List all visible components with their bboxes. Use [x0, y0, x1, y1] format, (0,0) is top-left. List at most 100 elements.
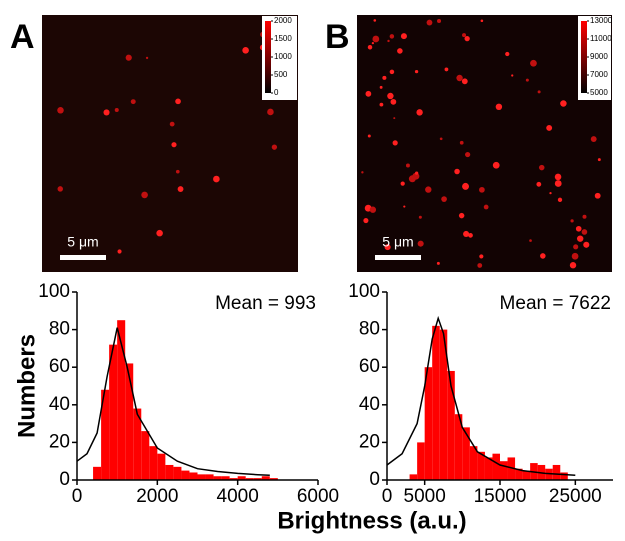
spot: [530, 59, 537, 67]
spot: [462, 182, 470, 190]
x-tick-label: 5000: [404, 486, 446, 507]
y-tick-label: 100: [348, 281, 380, 302]
spot: [379, 102, 384, 107]
spot: [367, 134, 371, 138]
y-tick-label: 0: [59, 469, 70, 490]
histogram-bar: [253, 478, 262, 480]
spot: [416, 109, 423, 116]
y-tick-label: 20: [359, 431, 380, 452]
spot: [367, 45, 373, 50]
spot: [529, 239, 532, 242]
histogram-bar: [237, 476, 246, 480]
panel-label: B: [325, 18, 350, 56]
spot: [462, 33, 467, 38]
histogram-bar: [173, 466, 182, 480]
histogram-bar: [125, 363, 134, 480]
colorbar-tick-label: 2000: [274, 16, 292, 25]
histogram-bar: [181, 470, 190, 480]
spot: [461, 78, 468, 85]
histogram-bar: [141, 431, 150, 480]
spot: [480, 19, 484, 23]
spot: [114, 108, 119, 113]
spot: [569, 261, 577, 269]
spot: [141, 191, 148, 199]
spot: [382, 75, 387, 80]
panel-label: A: [10, 18, 35, 56]
spot: [495, 103, 503, 111]
spot: [130, 99, 136, 105]
y-tick-label: 100: [38, 281, 70, 302]
histogram-bar: [149, 446, 158, 480]
spot: [177, 186, 184, 192]
x-axis-label: Brightness (a.u.): [277, 507, 466, 534]
spot: [477, 263, 483, 268]
histogram-bar: [157, 453, 166, 480]
annotation: Mean = 7622: [500, 293, 611, 314]
spot: [400, 181, 405, 186]
histogram-bar: [409, 474, 418, 480]
histogram-bar: [261, 476, 270, 480]
fit-curve: [76, 327, 270, 477]
y-tick-label: 20: [49, 431, 70, 452]
spot: [456, 74, 463, 82]
x-tick-label: 15000: [474, 486, 527, 507]
x-tick-label: 25000: [549, 486, 602, 507]
spot: [400, 33, 407, 40]
spot: [525, 78, 529, 82]
colorbar: [581, 21, 587, 93]
spot: [373, 19, 377, 22]
spot: [392, 140, 398, 146]
y-tick-label: 0: [369, 469, 380, 490]
x-tick-label: 2000: [136, 486, 178, 507]
spot: [441, 196, 447, 202]
x-tick-label: 0: [382, 486, 393, 507]
spot: [425, 186, 432, 193]
spot: [387, 39, 390, 43]
histogram-bar: [245, 478, 254, 480]
annotation: Mean = 993: [215, 293, 316, 314]
spot: [242, 47, 249, 54]
spot: [546, 124, 553, 131]
spot: [384, 244, 391, 251]
x-tick-label: 4000: [217, 486, 259, 507]
spot: [145, 56, 149, 60]
histogram-bar: [101, 389, 110, 480]
spot: [171, 142, 177, 148]
spot: [573, 244, 579, 250]
histogram-bar: [552, 464, 561, 480]
histogram-bar: [447, 370, 455, 480]
spot: [363, 217, 369, 224]
spot: [536, 181, 542, 187]
histogram-bar: [229, 478, 238, 480]
spot: [417, 240, 424, 247]
spot: [390, 98, 397, 105]
spot: [408, 175, 416, 183]
spot: [571, 252, 579, 260]
histogram-bar: [462, 427, 470, 480]
histogram-bar: [213, 476, 222, 480]
spot: [463, 230, 470, 238]
colorbar-tick-label: 5000: [590, 88, 608, 97]
histogram-bar: [221, 476, 230, 480]
micrograph: [357, 15, 612, 272]
spot: [369, 206, 377, 213]
spot: [418, 215, 422, 219]
histogram-bar: [500, 461, 508, 480]
spot: [479, 186, 485, 193]
spot: [389, 34, 395, 39]
spot: [169, 121, 175, 127]
y-tick-label: 60: [49, 356, 70, 377]
spot: [560, 100, 567, 107]
spot: [570, 219, 574, 223]
spot: [213, 175, 220, 183]
scale-bar: [60, 255, 106, 260]
spot: [403, 205, 406, 208]
colorbar-tick-label: 11000: [590, 34, 612, 43]
colorbar-tick-label: 13000: [590, 16, 613, 25]
spot: [576, 235, 584, 242]
spot: [415, 171, 419, 175]
spot: [379, 85, 383, 89]
spot: [267, 108, 274, 116]
spot: [117, 249, 122, 254]
